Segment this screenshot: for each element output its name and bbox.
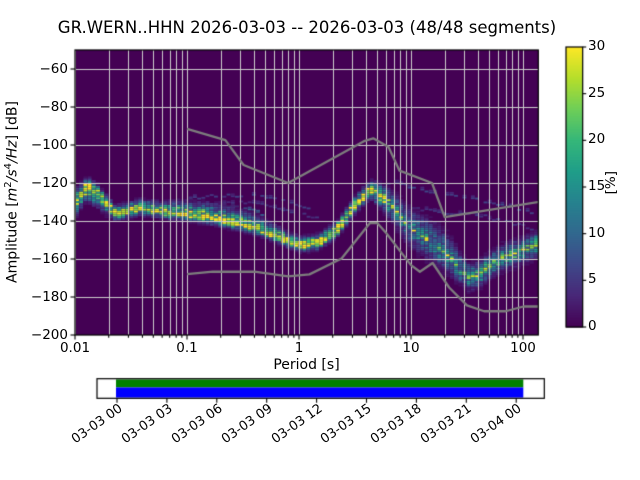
x-tick-label: 10	[402, 340, 420, 356]
y-axis-label-part: Amplitude [	[4, 201, 21, 283]
y-axis-label-part: /	[4, 176, 21, 182]
y-tick-label: −80	[39, 99, 69, 115]
x-tick-label: 1	[294, 340, 304, 356]
y-tick-label: −60	[39, 61, 69, 77]
colorbar-tick-label: 15	[588, 178, 606, 194]
y-tick-label: −140	[30, 213, 68, 229]
colorbar-label: [%]	[603, 171, 619, 195]
x-axis-label: Period [s]	[273, 357, 340, 373]
colorbar-tick-label: 20	[588, 131, 606, 147]
y-axis-label-part: s	[4, 169, 21, 177]
y-axis-label-part: Hz	[4, 140, 21, 159]
x-tick-label: 0.1	[176, 340, 198, 356]
y-tick-label: −180	[30, 289, 68, 305]
y-axis-label-exponent: 4	[3, 162, 14, 170]
colorbar-tick-label: 30	[588, 38, 606, 54]
colorbar-tick-label: 0	[588, 318, 597, 334]
y-axis-label-exponent: 2	[3, 181, 14, 188]
y-axis-label-part: m	[4, 187, 21, 202]
colorbar-tick-label: 5	[588, 271, 597, 287]
y-tick-label: −120	[30, 175, 68, 191]
colorbar-tick-label: 25	[588, 85, 606, 101]
y-axis-label-part: /	[4, 158, 21, 163]
y-tick-label: −200	[30, 327, 68, 343]
y-tick-label: −100	[30, 137, 68, 153]
x-tick-label: 100	[510, 340, 536, 356]
x-tick-label: 0.01	[59, 340, 91, 356]
colorbar-tick-label: 10	[588, 225, 606, 241]
y-tick-label: −160	[30, 251, 68, 267]
figure-title: GR.WERN..HHN 2026-03-03 -- 2026-03-03 (4…	[57, 18, 557, 37]
y-axis-label: Amplitude [m2/s4/Hz] [dB]	[3, 42, 24, 342]
y-axis-label-part: ] [dB]	[4, 101, 21, 141]
